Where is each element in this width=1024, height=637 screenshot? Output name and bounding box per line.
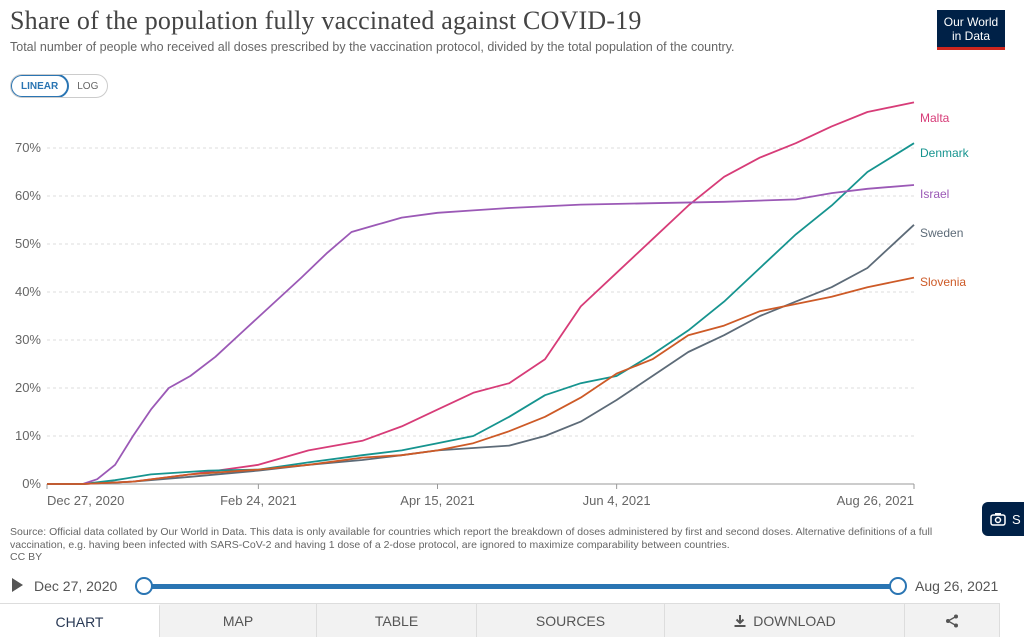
series-line-slovenia: [47, 276, 915, 485]
tab-chart[interactable]: CHART: [0, 604, 160, 637]
y-tick-label: 10%: [15, 428, 41, 443]
tab-table[interactable]: TABLE: [317, 604, 477, 637]
tab-share[interactable]: [905, 604, 1000, 637]
y-tick-label: 20%: [15, 380, 41, 395]
series-line-malta: [47, 101, 915, 485]
tab-chart-label: CHART: [55, 613, 104, 630]
series-label-slovenia: Slovenia: [920, 275, 966, 289]
chart-title: Share of the population fully vaccinated…: [10, 6, 642, 35]
y-tick-label: 0%: [22, 476, 41, 491]
timeline-start-handle[interactable]: [135, 577, 153, 595]
scale-toggle: LINEAR LOG: [10, 74, 109, 98]
log-scale-button[interactable]: LOG: [77, 80, 99, 92]
tab-sources[interactable]: SOURCES: [477, 604, 665, 637]
series-label-israel: Israel: [920, 187, 949, 201]
download-icon: [734, 614, 746, 627]
x-tick-label: Jun 4, 2021: [583, 493, 651, 508]
timeline-track[interactable]: [142, 584, 898, 589]
series-label-denmark: Denmark: [920, 146, 970, 160]
y-tick-label: 70%: [15, 140, 41, 155]
x-tick-label: Apr 15, 2021: [400, 493, 474, 508]
logo-red-bar: [937, 47, 1005, 50]
timeline-end-label: Aug 26, 2021: [915, 578, 999, 594]
tab-download[interactable]: DOWNLOAD: [665, 604, 905, 637]
logo-line-2: in Data: [951, 29, 991, 43]
series-line-israel: [47, 184, 915, 485]
tab-map-label: MAP: [222, 612, 254, 629]
license-text[interactable]: CC BY: [10, 551, 43, 563]
share-icon: [946, 614, 958, 627]
x-tick-label: Dec 27, 2020: [47, 493, 124, 508]
source-text: Source: Official data collated by Our Wo…: [10, 526, 933, 551]
linear-scale-button[interactable]: LINEAR: [11, 75, 70, 97]
series-label-malta: Malta: [920, 111, 950, 125]
y-tick-label: 50%: [15, 236, 41, 251]
tab-map[interactable]: MAP: [160, 604, 317, 637]
y-tick-label: 40%: [15, 284, 41, 299]
chart-subtitle: Total number of people who received all …: [10, 40, 735, 54]
series-label-sweden: Sweden: [920, 226, 963, 240]
y-tick-label: 30%: [15, 332, 41, 347]
owid-logo[interactable]: Our World in Data: [937, 10, 1005, 50]
tab-download-label: DOWNLOAD: [753, 612, 836, 629]
timeline: Dec 27, 2020 Aug 26, 2021: [0, 570, 1024, 600]
share-box-icon: [990, 513, 1006, 526]
tab-bar: CHART MAP TABLE SOURCES DOWNLOAD: [0, 603, 1000, 637]
tab-table-label: TABLE: [374, 612, 419, 629]
timeline-start-label: Dec 27, 2020: [34, 578, 118, 594]
x-tick-label: Feb 24, 2021: [220, 493, 297, 508]
play-icon[interactable]: [12, 578, 23, 592]
timeline-end-handle[interactable]: [889, 577, 907, 595]
y-tick-label: 60%: [15, 188, 41, 203]
source-note: Source: Official data collated by Our Wo…: [10, 526, 960, 564]
tab-sources-label: SOURCES: [535, 612, 606, 629]
side-share-button[interactable]: S: [982, 502, 1024, 536]
line-chart: 0% 10% 20% 30% 40% 50% 60% 70% Dec 27, 2020 Feb 2…: [15, 101, 970, 508]
side-share-label: S: [1012, 511, 1021, 527]
series-line-sweden: [47, 224, 915, 485]
logo-line-1: Our World: [943, 15, 999, 29]
series-line-denmark: [47, 142, 915, 485]
x-tick-label: Aug 26, 2021: [837, 493, 914, 508]
